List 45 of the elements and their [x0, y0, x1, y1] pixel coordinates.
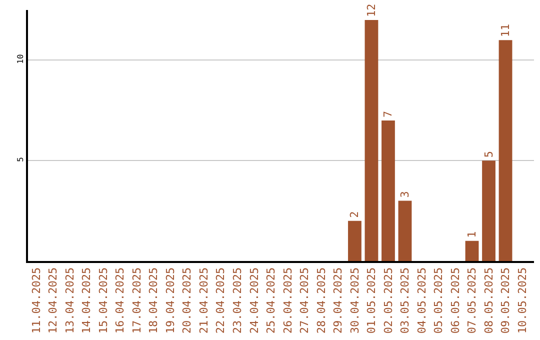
x-tick-label: 21.04.2025 — [198, 267, 211, 334]
x-tick-label: 08.05.2025 — [482, 267, 496, 334]
bar — [364, 20, 378, 261]
x-tick-label: 23.04.2025 — [231, 267, 244, 334]
x-tick-label: 05.05.2025 — [432, 267, 446, 334]
data-label: 7 — [382, 110, 395, 118]
x-tick-label: 24.04.2025 — [248, 267, 261, 334]
x-tick-label: 14.04.2025 — [80, 267, 94, 334]
data-label: 11 — [499, 24, 512, 38]
x-tick-label: 25.04.2025 — [264, 267, 278, 334]
x-tick-label: 02.05.2025 — [382, 267, 395, 334]
x-tick-label: 20.04.2025 — [180, 267, 194, 334]
x-tick-label: 28.04.2025 — [314, 267, 328, 334]
x-tick-label: 30.04.2025 — [348, 267, 362, 334]
x-tick-label: 11.04.2025 — [30, 267, 43, 334]
data-label: 2 — [348, 211, 362, 218]
x-tick-label: 12.04.2025 — [46, 267, 60, 334]
x-tick-label: 29.04.2025 — [332, 267, 345, 334]
x-tick-label: 04.05.2025 — [415, 267, 428, 334]
x-tick-label: 16.04.2025 — [114, 267, 127, 334]
bar — [465, 240, 479, 261]
x-tick-label: 22.04.2025 — [214, 267, 228, 334]
bar — [382, 120, 395, 261]
x-tick-label: 09.05.2025 — [499, 267, 512, 334]
x-tick-label: 15.04.2025 — [96, 267, 110, 334]
data-label: 1 — [466, 231, 479, 238]
x-tick-label: 07.05.2025 — [466, 267, 479, 334]
data-label: 12 — [364, 4, 378, 18]
bar — [348, 220, 362, 261]
x-tick-label: 03.05.2025 — [398, 267, 412, 334]
data-label: 5 — [482, 150, 496, 158]
x-tick-label: 17.04.2025 — [130, 267, 144, 334]
bar — [482, 160, 496, 261]
x-tick-label: 18.04.2025 — [147, 267, 160, 334]
x-tick-label: 06.05.2025 — [448, 267, 462, 334]
x-tick-label: 13.04.2025 — [63, 267, 76, 334]
x-tick-label: 27.04.2025 — [298, 267, 312, 334]
data-label: 3 — [398, 191, 412, 198]
bar — [498, 40, 512, 261]
x-tick-label: 01.05.2025 — [365, 267, 378, 334]
y-tick-label: 10 — [16, 54, 25, 64]
bar — [398, 200, 412, 261]
x-tick-label: 19.04.2025 — [164, 267, 177, 334]
x-tick-label: 26.04.2025 — [281, 267, 294, 334]
x-tick-label: 10.05.2025 — [516, 267, 529, 334]
